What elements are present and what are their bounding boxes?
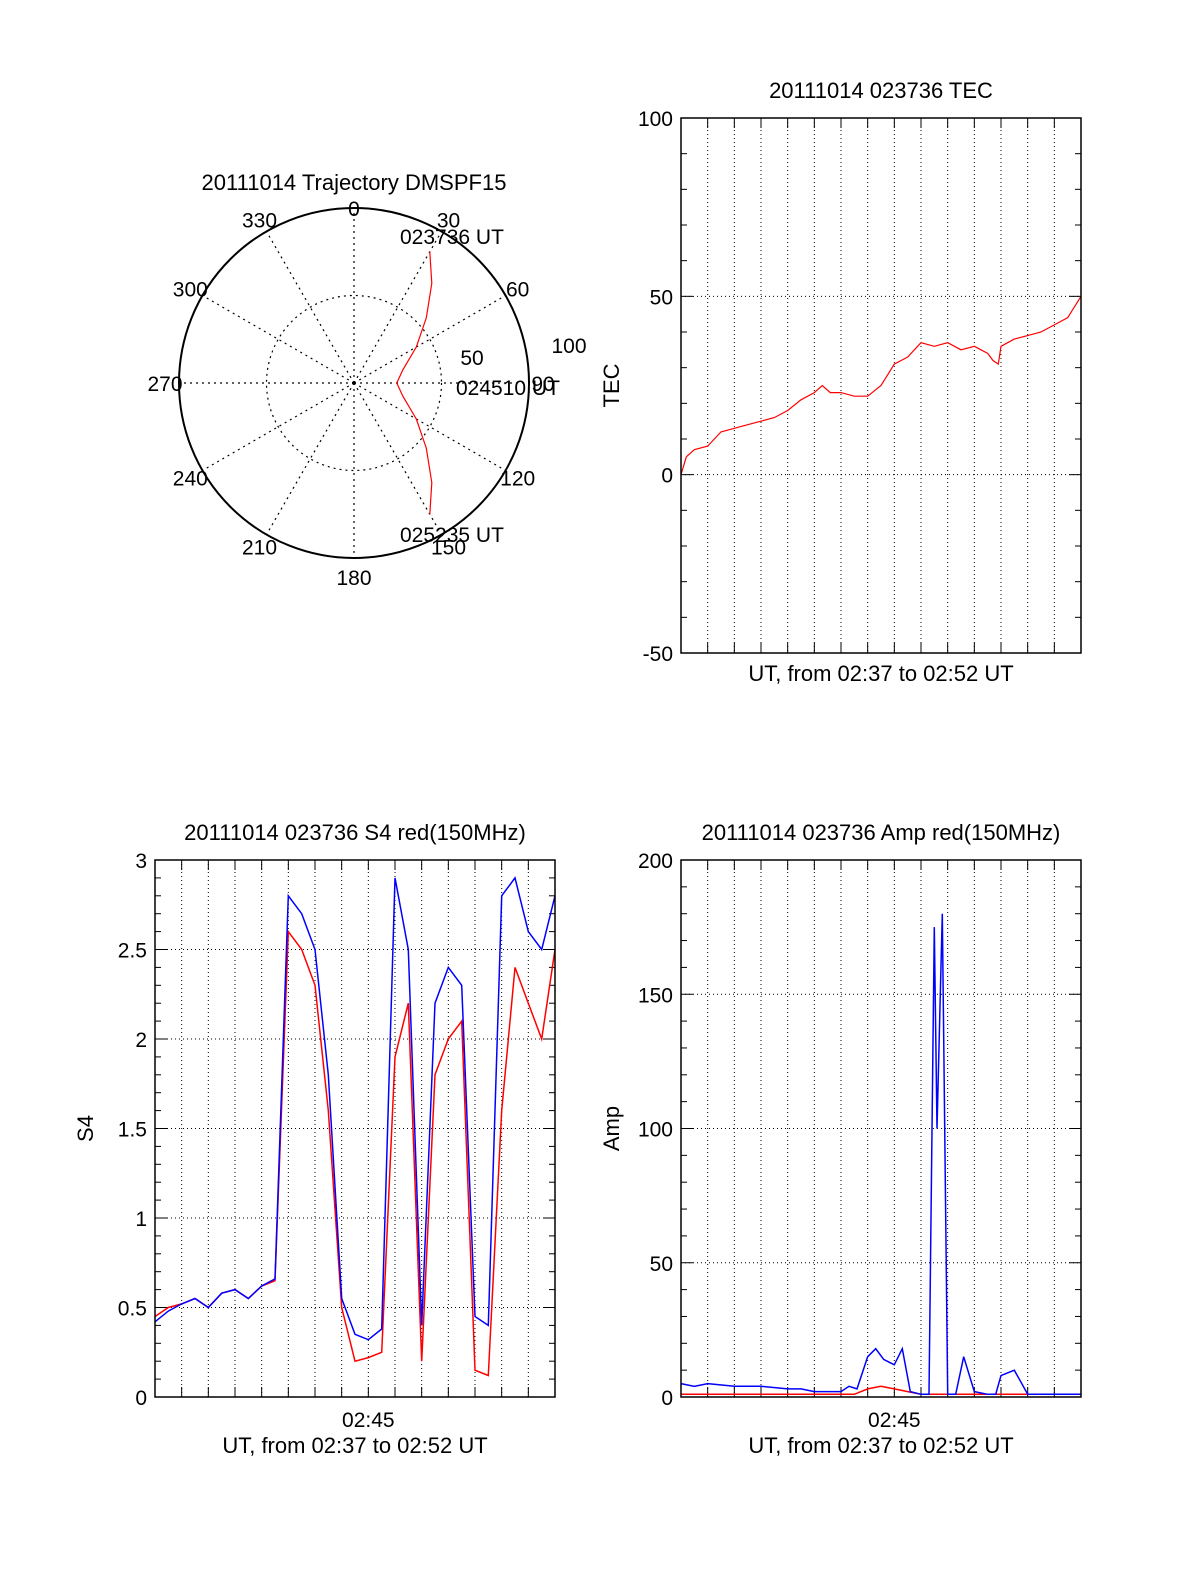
polar-chart: 20111014 Trajectory DMSPF15 0 30 60 90 120 150… — [147, 170, 586, 590]
radial-spoke — [265, 382, 355, 535]
radial-spoke — [353, 382, 443, 535]
trajectory-annotation: 025235 UT — [400, 524, 504, 547]
radial-spoke — [202, 294, 355, 384]
radial-label: 100 — [551, 335, 586, 358]
y-axis-label: TEC — [599, 363, 624, 407]
angle-label: 180 — [336, 567, 371, 590]
polar-outer-circle — [178, 207, 530, 559]
y-tick-label: 0 — [135, 1387, 147, 1410]
radial-spoke — [353, 382, 506, 472]
y-tick-label: 50 — [650, 286, 673, 309]
radial-spoke — [265, 231, 355, 384]
chart-2: 20111014 023736 S4 red(150MHz) 0 0.5 1 1.5 2 2… — [73, 820, 556, 1458]
y-tick-label: 100 — [638, 1119, 673, 1142]
y-tick-label: 100 — [638, 108, 673, 131]
x-axis-label: UT, from 02:37 to 02:52 UT — [748, 1433, 1013, 1458]
x-axis-label: UT, from 02:37 to 02:52 UT — [748, 661, 1013, 686]
angle-label: 300 — [173, 279, 208, 302]
angle-label: 30 — [437, 209, 460, 232]
series-line — [680, 913, 1081, 1396]
y-axis-label: Amp — [599, 1106, 624, 1151]
chart-title: 20111014 023736 Amp red(150MHz) — [702, 820, 1061, 845]
x-tick-label: 02:45 — [868, 1409, 921, 1432]
radial-spoke — [353, 231, 443, 384]
y-tick-label: 1.5 — [118, 1119, 147, 1142]
trajectory-annotation: 023736 UT — [400, 226, 504, 249]
angle-label: 270 — [147, 373, 182, 396]
x-axis-label: UT, from 02:37 to 02:52 UT — [222, 1433, 487, 1458]
y-tick-label: 3 — [135, 850, 147, 873]
y-tick-label: -50 — [643, 643, 673, 666]
y-axis-label: S4 — [73, 1115, 98, 1142]
y-tick-label: 0.5 — [118, 1298, 147, 1321]
x-tick-label: 02:45 — [342, 1409, 395, 1432]
chart-title: 20111014 023736 S4 red(150MHz) — [184, 820, 526, 845]
y-tick-label: 2 — [135, 1029, 147, 1052]
angle-label: 210 — [242, 537, 277, 560]
radial-grid-circle — [265, 294, 443, 472]
chart-title: 20111014 023736 TEC — [769, 78, 993, 103]
angle-label: 120 — [500, 468, 535, 491]
series-line — [154, 876, 556, 1341]
y-tick-label: 150 — [638, 984, 673, 1007]
radial-spoke — [353, 294, 506, 384]
trajectory-annotation: 024510 UT — [456, 377, 560, 400]
y-tick-label: 1 — [135, 1208, 147, 1231]
y-tick-label: 50 — [650, 1253, 673, 1276]
angle-label: 0 — [348, 198, 360, 221]
plot-frame — [154, 859, 556, 1398]
angle-label: 60 — [506, 279, 529, 302]
chart-title: 20111014 Trajectory DMSPF15 — [202, 170, 507, 195]
angle-label: 240 — [173, 468, 208, 491]
plot-frame — [680, 117, 1082, 654]
chart-1: 20111014 023736 TEC -50 0 50 100 UT, from 02:… — [599, 78, 1082, 686]
trajectory-line — [396, 251, 433, 515]
radial-spoke — [202, 382, 355, 472]
y-tick-label: 0 — [661, 465, 673, 488]
angle-label: 330 — [242, 209, 277, 232]
chart-3: 20111014 023736 Amp red(150MHz) 0 50 100 150… — [599, 820, 1082, 1458]
series-line — [154, 929, 556, 1377]
series-line — [681, 1385, 1081, 1396]
plot-frame — [680, 859, 1082, 1398]
angle-label: 150 — [431, 537, 466, 560]
series-line — [680, 295, 1082, 475]
radial-label: 50 — [460, 347, 483, 370]
angle-label: 90 — [531, 373, 554, 396]
y-tick-label: 200 — [638, 850, 673, 873]
y-tick-label: 0 — [661, 1387, 673, 1410]
y-tick-label: 2.5 — [118, 940, 147, 963]
